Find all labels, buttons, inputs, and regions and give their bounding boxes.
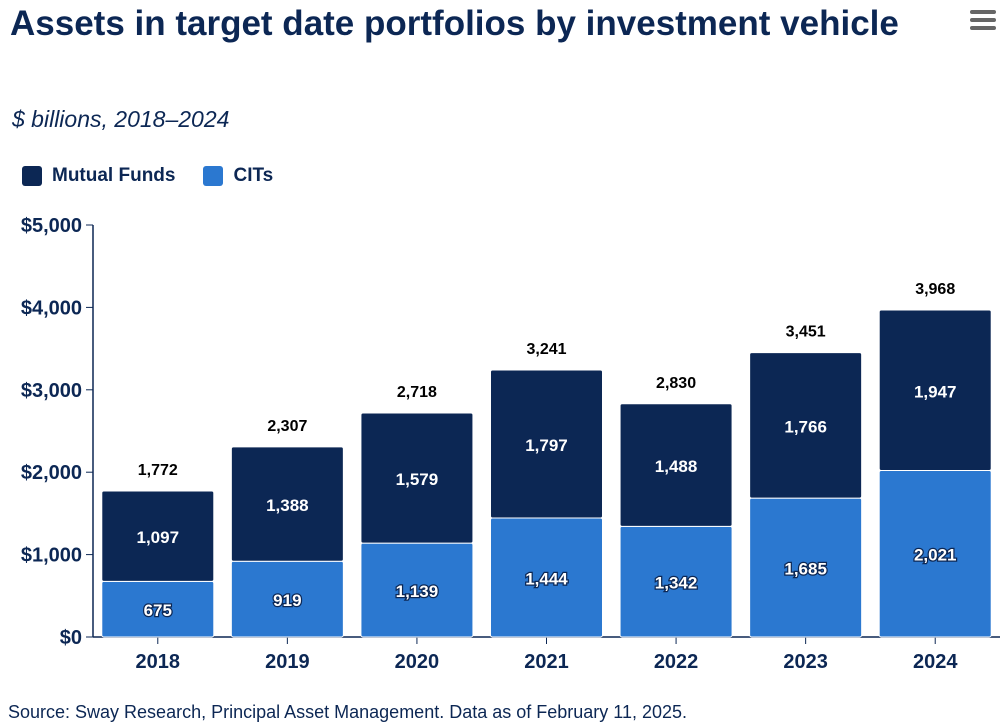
y-tick-label: $2,000 [21,462,82,484]
data-label: 1,342 [655,574,698,593]
bar-mutual-funds [749,352,863,499]
y-tick-label: $0 [60,627,82,649]
bar-mutual-funds [490,369,603,519]
total-label: 3,241 [526,341,566,358]
legend-label: CITs [233,165,274,186]
data-label: 2,021 [914,546,957,565]
source-note: Source: Sway Research, Principal Asset M… [8,702,688,722]
bar-mutual-funds [878,309,992,471]
legend-swatch [22,166,42,186]
x-tick-label: 2020 [395,651,440,673]
chart-title: Assets in target date portfolios by inve… [10,4,899,43]
data-label: 1,488 [655,457,698,476]
data-label: 1,766 [784,417,827,436]
chart-subtitle: $ billions, 2018–2024 [12,106,230,132]
legend-swatch [203,166,224,186]
data-label: 1,139 [396,582,439,601]
x-tick-label: 2019 [265,651,310,673]
legend: Mutual Funds CITs [22,165,273,187]
y-tick-label: $1,000 [21,545,82,567]
total-label: 2,718 [397,384,437,401]
x-tick-label: 2021 [524,651,569,673]
y-tick-label: $5,000 [21,215,82,237]
data-label: 1,947 [914,382,957,401]
x-tick-label: 2023 [783,651,828,673]
data-label: 1,388 [266,496,309,515]
bar-mutual-funds [360,412,474,544]
data-label: 1,579 [396,470,439,489]
legend-label: Mutual Funds [52,165,176,186]
data-label: 675 [144,601,172,620]
y-tick-label: $3,000 [21,380,82,402]
data-label: 1,685 [784,560,827,579]
data-label: 919 [273,591,301,610]
total-label: 2,830 [656,375,696,392]
x-tick-label: 2022 [654,651,699,673]
data-label: 1,097 [137,528,180,547]
hamburger-menu-icon[interactable] [970,10,996,32]
data-label: 1,444 [525,570,568,589]
bar-mutual-funds [101,490,215,582]
bar-chart: $0 $1,000 $2,000 $3,000 $4,000 $5,000 2018 675 1… [21,215,1000,673]
bar-mutual-funds [230,446,344,562]
y-tick-label: $4,000 [21,297,82,319]
x-tick-label: 2018 [136,651,181,673]
legend-item-mutual-funds[interactable]: Mutual Funds [22,165,175,187]
total-label: 1,772 [138,462,178,479]
x-tick-label: 2024 [913,651,958,673]
bar-mutual-funds [619,403,733,527]
total-label: 3,451 [786,324,826,341]
data-label: 1,797 [525,436,568,455]
total-label: 2,307 [267,418,307,435]
total-label: 3,968 [915,281,955,298]
legend-item-cits[interactable]: CITs [203,165,273,187]
